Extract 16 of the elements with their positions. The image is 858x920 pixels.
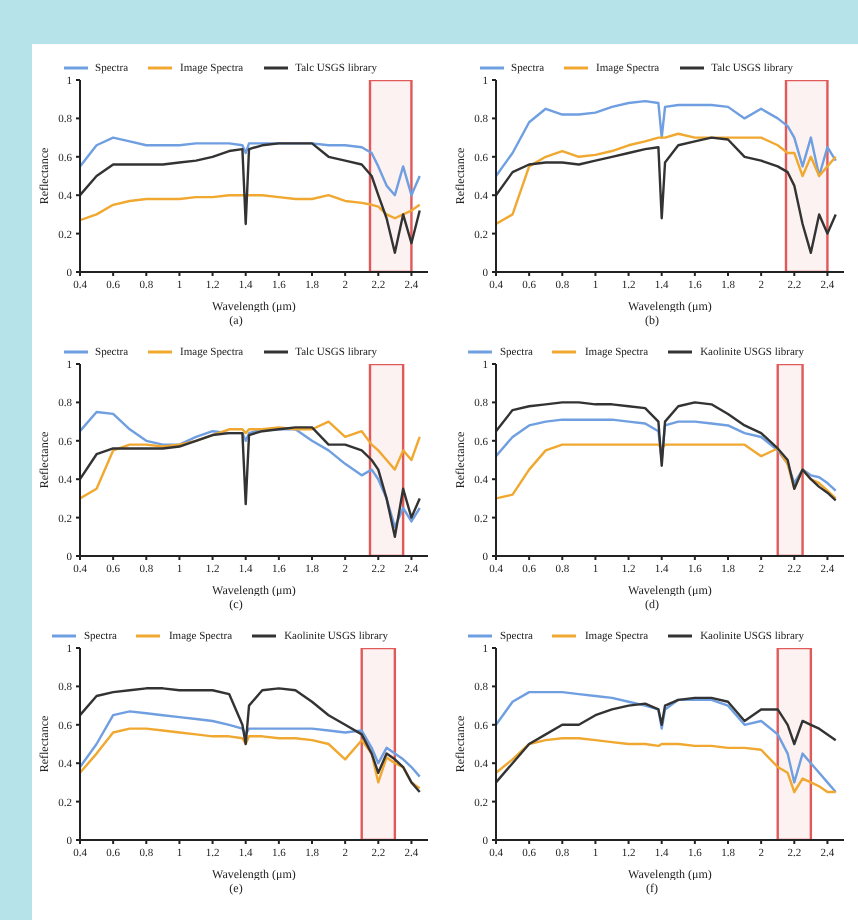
line-series	[80, 194, 421, 222]
line-series	[496, 443, 837, 500]
line-series	[80, 410, 421, 529]
line-series	[80, 426, 421, 538]
line-series	[496, 99, 837, 178]
line-series	[496, 401, 837, 502]
line-series	[80, 687, 421, 794]
line-series	[496, 737, 837, 794]
line-series	[80, 727, 421, 790]
line-series	[496, 136, 837, 254]
line-series	[80, 136, 421, 197]
line-series	[496, 132, 837, 226]
line-series	[80, 710, 421, 778]
line-series	[80, 420, 421, 500]
line-series	[80, 142, 421, 254]
line-series	[496, 418, 837, 492]
